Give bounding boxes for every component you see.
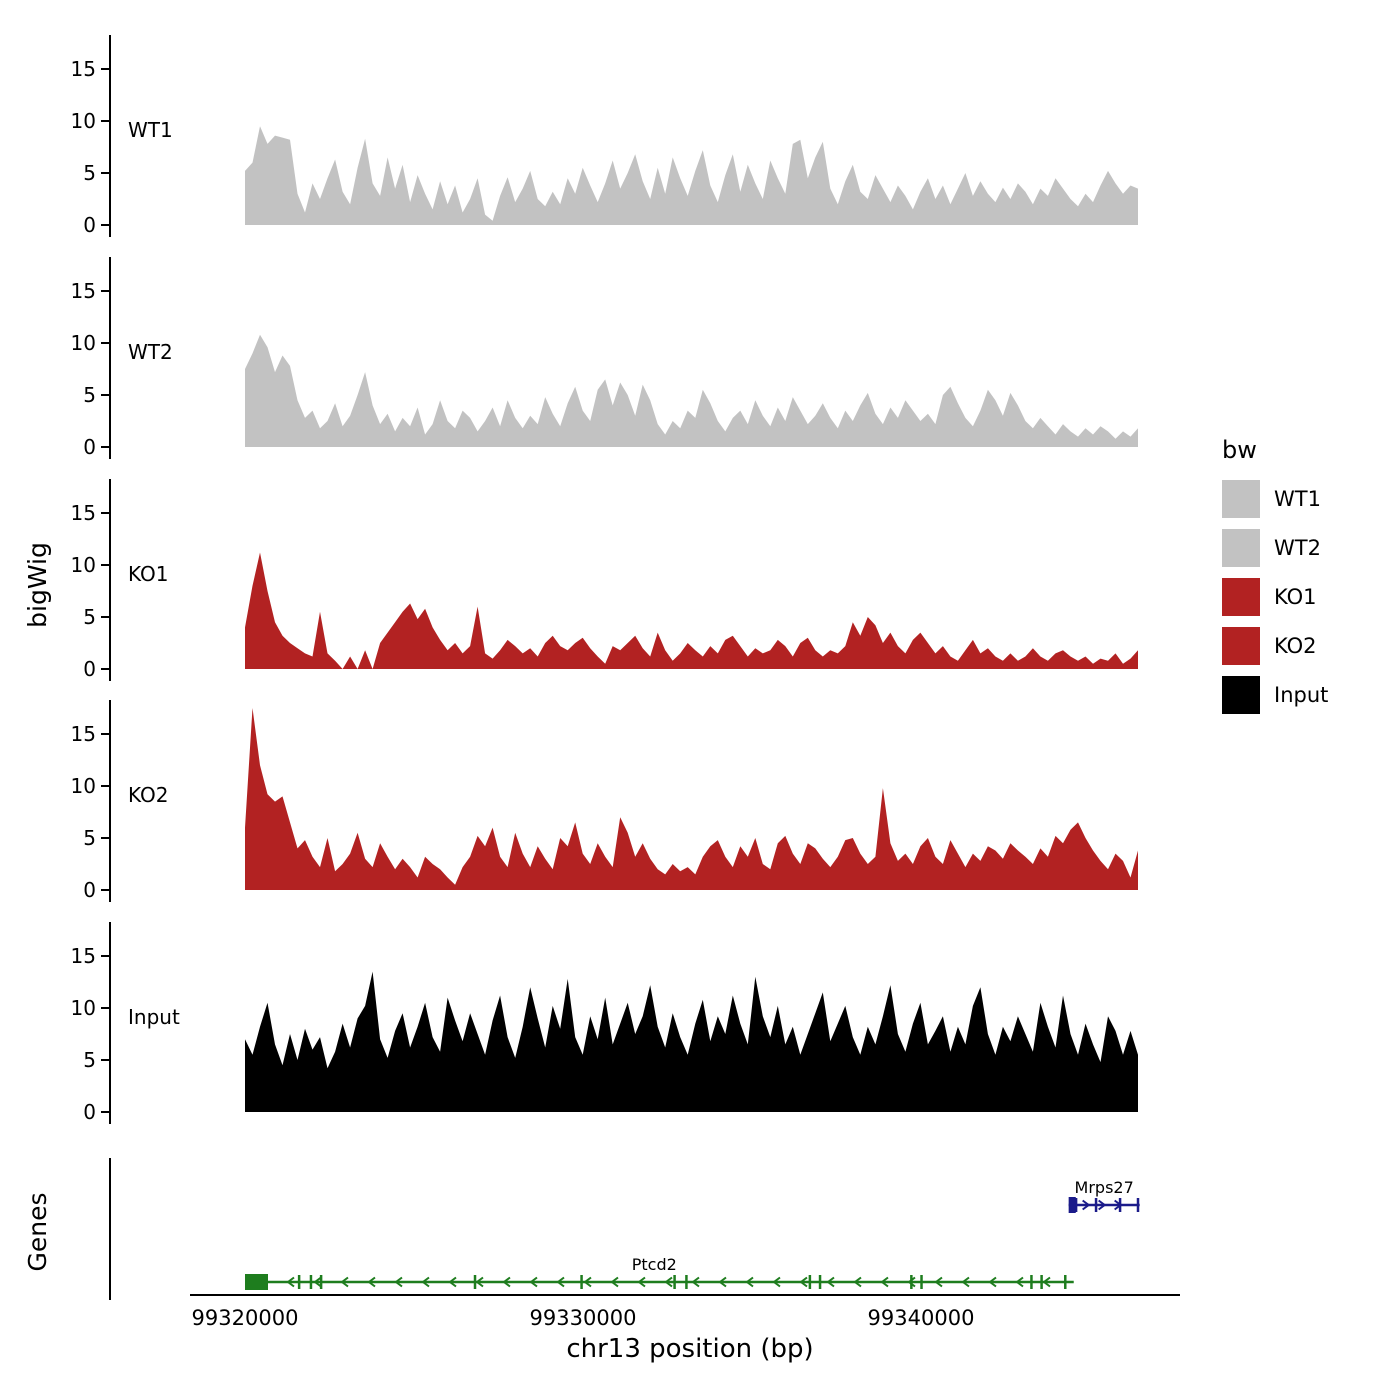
y-tick-mark — [101, 290, 110, 292]
y-tick-mark — [101, 512, 110, 514]
track-panel-ko1: 15 10 5 0 KO1 — [0, 477, 1200, 689]
legend-swatch-ko1 — [1222, 578, 1260, 616]
coverage-area-wt1 — [245, 126, 1138, 225]
y-tick-label: 15 — [70, 944, 96, 968]
y-tick-mark — [101, 616, 110, 618]
gene-models-track: Ptcd2 Mrps27 — [245, 1178, 1140, 1290]
y-tick-mark — [101, 837, 110, 839]
legend-entry-input: Input — [1222, 676, 1328, 714]
coverage-area-ko1 — [245, 552, 1138, 669]
y-tick-label: 10 — [70, 996, 96, 1020]
coverage-area-ko2 — [245, 708, 1138, 890]
y-tick-mark — [101, 172, 110, 174]
y-tick-label: 5 — [83, 161, 96, 185]
legend-swatch-wt2 — [1222, 529, 1260, 567]
legend-swatch-input — [1222, 676, 1260, 714]
y-tick-label: 0 — [83, 435, 96, 459]
y-tick-label: 0 — [83, 657, 96, 681]
legend: bw WT1 WT2 KO1 KO2 Input — [1222, 436, 1328, 725]
y-tick-mark — [101, 68, 110, 70]
y-tick-label: 10 — [70, 109, 96, 133]
y-axis-line — [109, 922, 111, 1124]
y-tick-label: 15 — [70, 722, 96, 746]
y-tick-mark — [101, 785, 110, 787]
y-tick-label: 10 — [70, 774, 96, 798]
track-label-wt2: WT2 — [128, 340, 173, 364]
y-tick-label: 0 — [83, 213, 96, 237]
y-tick-mark — [101, 120, 110, 122]
track-label-input: Input — [128, 1005, 180, 1029]
y-axis-line — [109, 479, 111, 681]
legend-label-ko1: KO1 — [1274, 585, 1317, 609]
y-tick-mark — [101, 224, 110, 226]
y-tick-label: 15 — [70, 279, 96, 303]
legend-title: bw — [1222, 436, 1257, 464]
y-tick-label: 15 — [70, 501, 96, 525]
y-tick-mark — [101, 1007, 110, 1009]
y-tick-mark — [101, 955, 110, 957]
track-panel-input: 15 10 5 0 Input — [0, 920, 1200, 1132]
y-tick-mark — [101, 1111, 110, 1113]
legend-label-ko2: KO2 — [1274, 634, 1317, 658]
y-tick-label: 15 — [70, 57, 96, 81]
y-tick-mark — [101, 394, 110, 396]
x-axis-title: chr13 position (bp) — [566, 1334, 814, 1364]
track-panel-wt2: 15 10 5 0 WT2 — [0, 255, 1200, 467]
x-axis-line — [190, 1294, 1180, 1296]
legend-entry-wt2: WT2 — [1222, 529, 1328, 567]
y-tick-mark — [101, 668, 110, 670]
svg-text:Ptcd2: Ptcd2 — [632, 1255, 677, 1274]
legend-entry-ko2: KO2 — [1222, 627, 1328, 665]
coverage-area-input — [245, 971, 1138, 1112]
legend-swatch-ko2 — [1222, 627, 1260, 665]
x-tick-label: 99330000 — [529, 1306, 637, 1330]
y-tick-mark — [101, 889, 110, 891]
legend-label-wt1: WT1 — [1274, 487, 1321, 511]
y-tick-mark — [101, 446, 110, 448]
y-tick-label: 5 — [83, 826, 96, 850]
track-label-ko1: KO1 — [128, 562, 169, 586]
track-panel-wt1: 15 10 5 0 WT1 — [0, 33, 1200, 245]
legend-label-input: Input — [1274, 683, 1329, 707]
legend-label-wt2: WT2 — [1274, 536, 1321, 560]
track-label-wt1: WT1 — [128, 118, 173, 142]
legend-entry-wt1: WT1 — [1222, 480, 1328, 518]
y-tick-mark — [101, 1059, 110, 1061]
y-tick-mark — [101, 733, 110, 735]
x-tick-label: 99340000 — [867, 1306, 975, 1330]
y-tick-label: 0 — [83, 878, 96, 902]
x-tick-label: 99320000 — [191, 1306, 299, 1330]
y-tick-label: 10 — [70, 553, 96, 577]
y-tick-label: 10 — [70, 331, 96, 355]
legend-swatch-wt1 — [1222, 480, 1260, 518]
y-axis-line — [109, 35, 111, 237]
svg-text:Mrps27: Mrps27 — [1075, 1178, 1134, 1197]
coverage-area-wt2 — [245, 334, 1138, 447]
y-tick-label: 5 — [83, 1048, 96, 1072]
genes-axis-title: Genes — [23, 1192, 52, 1272]
y-tick-label: 5 — [83, 605, 96, 629]
track-panel-ko2: 15 10 5 0 KO2 — [0, 698, 1200, 910]
track-label-ko2: KO2 — [128, 783, 169, 807]
y-axis-line — [109, 257, 111, 459]
y-tick-mark — [101, 564, 110, 566]
y-axis-line — [109, 700, 111, 902]
legend-entry-ko1: KO1 — [1222, 578, 1328, 616]
y-tick-label: 5 — [83, 383, 96, 407]
y-tick-label: 0 — [83, 1100, 96, 1124]
y-tick-mark — [101, 342, 110, 344]
genes-axis-line — [109, 1158, 111, 1300]
